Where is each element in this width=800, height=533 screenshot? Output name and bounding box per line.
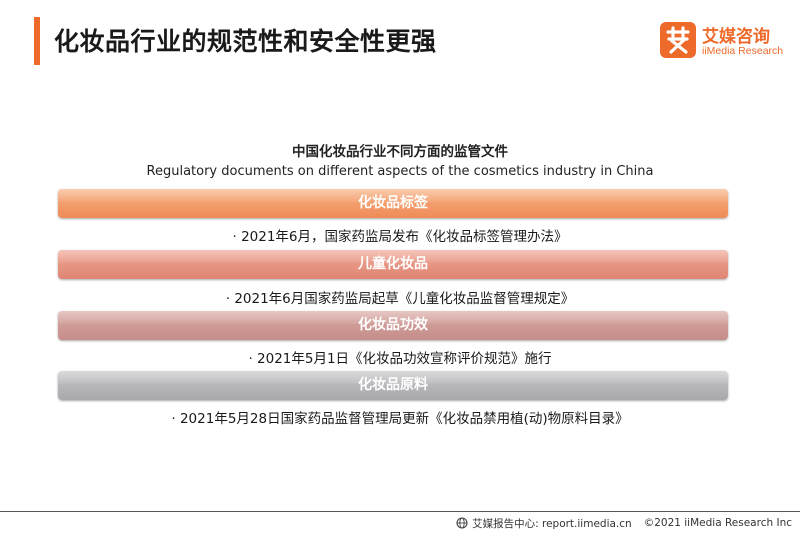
- ai-glyph-logo-icon: [660, 22, 696, 58]
- footer-copyright: ©2021 iiMedia Research Inc: [643, 517, 792, 529]
- brand-name-en: iiMedia Research: [702, 45, 784, 57]
- brand-name-cn: 艾媒咨询: [702, 27, 770, 47]
- brand-logo: 艾媒咨询 iiMedia Research: [660, 22, 795, 64]
- regulation-efficacy: · 2021年5月1日《化妆品功效宣称评价规范》施行: [248, 351, 552, 367]
- footer: 艾媒报告中心: report.iimedia.cn ©2021 iiMedia …: [456, 515, 792, 531]
- footer-source: 艾媒报告中心: report.iimedia.cn: [472, 517, 632, 530]
- page-title: 化妆品行业的规范性和安全性更强: [54, 27, 437, 56]
- regulation-labeling: · 2021年6月，国家药监局发布《化妆品标签管理办法》: [232, 229, 568, 245]
- category-bar-labeling: 化妆品标签: [58, 189, 728, 218]
- figure-title-cn: 中国化妆品行业不同方面的监管文件: [292, 144, 508, 160]
- category-bar-ingredients: 化妆品原料: [58, 371, 728, 400]
- regulation-children: · 2021年6月国家药监局起草《儿童化妆品监督管理规定》: [225, 291, 575, 307]
- category-bar-efficacy: 化妆品功效: [58, 311, 728, 340]
- regulation-ingredients: · 2021年5月28日国家药品监督管理局更新《化妆品禁用植(动)物原料目录》: [171, 411, 629, 427]
- globe-icon: [456, 517, 468, 529]
- footer-divider: [0, 511, 800, 512]
- title-accent-bar: [34, 17, 40, 65]
- figure-title-en: Regulatory documents on different aspect…: [146, 164, 654, 179]
- category-bar-children: 儿童化妆品: [58, 250, 728, 279]
